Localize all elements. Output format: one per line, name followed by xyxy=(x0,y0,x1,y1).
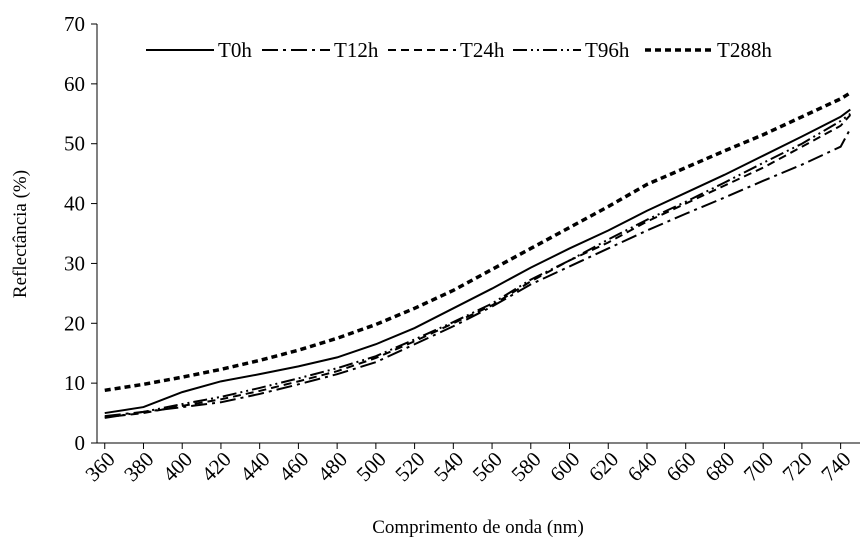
x-tick-label: 600 xyxy=(545,447,584,486)
y-tick-label: 70 xyxy=(64,12,85,36)
x-tick-label: 520 xyxy=(390,447,429,486)
x-tick-label: 380 xyxy=(119,447,158,486)
x-tick-label: 720 xyxy=(778,447,817,486)
y-tick-label: 20 xyxy=(64,311,85,335)
x-tick-label: 580 xyxy=(506,447,545,486)
x-tick-label: 660 xyxy=(661,447,700,486)
legend-label: T288h xyxy=(717,38,772,62)
x-tick-label: 560 xyxy=(468,447,507,486)
series-line xyxy=(104,91,852,393)
x-tick-label: 400 xyxy=(158,447,197,486)
y-tick-label: 0 xyxy=(75,431,86,455)
legend-label: T12h xyxy=(334,38,379,62)
x-tick-label: 640 xyxy=(623,447,662,486)
y-tick-label: 50 xyxy=(64,132,85,156)
y-tick-label: 60 xyxy=(64,72,85,96)
y-tick-label: 30 xyxy=(64,251,85,275)
x-tick-label: 700 xyxy=(739,447,778,486)
x-tick-label: 500 xyxy=(352,447,391,486)
x-tick-label: 360 xyxy=(80,447,119,486)
x-tick-label: 420 xyxy=(197,447,236,486)
series-line xyxy=(104,128,852,418)
series-line xyxy=(104,112,851,419)
y-tick-label: 10 xyxy=(64,371,85,395)
series-line xyxy=(104,114,852,419)
legend-label: T96h xyxy=(585,38,630,62)
legend-label: T24h xyxy=(460,38,505,62)
series-line xyxy=(104,108,851,415)
x-axis-title: Comprimento de onda (nm) xyxy=(372,517,584,538)
x-tick-label: 680 xyxy=(700,447,739,486)
x-tick-label: 480 xyxy=(313,447,352,486)
x-tick-label: 740 xyxy=(816,447,855,486)
y-tick-label: 40 xyxy=(64,192,85,216)
x-tick-label: 620 xyxy=(584,447,623,486)
x-tick-label: 440 xyxy=(235,447,274,486)
legend-label: T0h xyxy=(218,38,252,62)
y-axis-title: Reflectância (%) xyxy=(10,170,31,298)
x-tick-label: 460 xyxy=(274,447,313,486)
x-tick-label: 540 xyxy=(429,447,468,486)
